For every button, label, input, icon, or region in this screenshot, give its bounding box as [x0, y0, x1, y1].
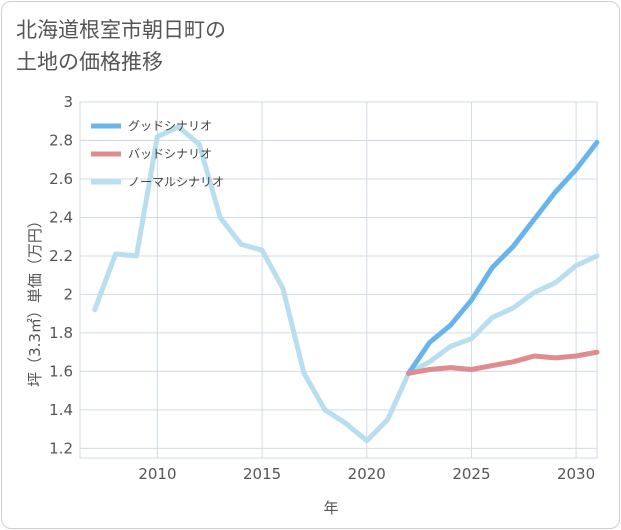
y-tick-labels: 1.2 1.4 1.6 1.8 2 2.2 2.4 2.6 2.8 3	[49, 93, 73, 457]
legend-label-0: グッドシナリオ	[128, 119, 212, 133]
series-line-2	[92, 124, 600, 444]
y-tick-label: 1.4	[49, 401, 73, 419]
y-tick-label: 1.2	[49, 439, 73, 457]
y-tick-label: 3	[63, 93, 73, 111]
x-tick-labels: 2010 2015 2020 2025 2030	[138, 465, 595, 483]
series-lines	[92, 124, 600, 444]
y-tick-label: 2.8	[49, 131, 73, 149]
series-line-0	[406, 139, 600, 376]
y-axis-title: 坪（3.3㎡）単価（万円）	[26, 213, 44, 387]
y-tick-label: 2	[63, 285, 73, 303]
x-tick-label: 2010	[138, 465, 176, 483]
x-tick-label: 2030	[557, 465, 595, 483]
legend-label-1: バッドシナリオ	[128, 147, 212, 161]
x-tick-label: 2025	[452, 465, 490, 483]
y-tick-label: 2.2	[49, 247, 73, 265]
y-tick-label: 2.6	[49, 170, 73, 188]
x-tick-label: 2020	[348, 465, 386, 483]
y-tick-label: 2.4	[49, 208, 73, 226]
legend-label-2: ノーマルシナリオ	[128, 175, 224, 189]
grid-lines	[79, 101, 598, 459]
x-axis-title: 年	[323, 499, 338, 517]
chart-title: 北海道根室市朝日町の 土地の価格推移	[16, 18, 226, 74]
series-line-1	[406, 349, 600, 376]
x-tick-label: 2015	[243, 465, 281, 483]
y-tick-label: 1.6	[49, 362, 73, 380]
y-tick-label: 1.8	[49, 324, 73, 342]
